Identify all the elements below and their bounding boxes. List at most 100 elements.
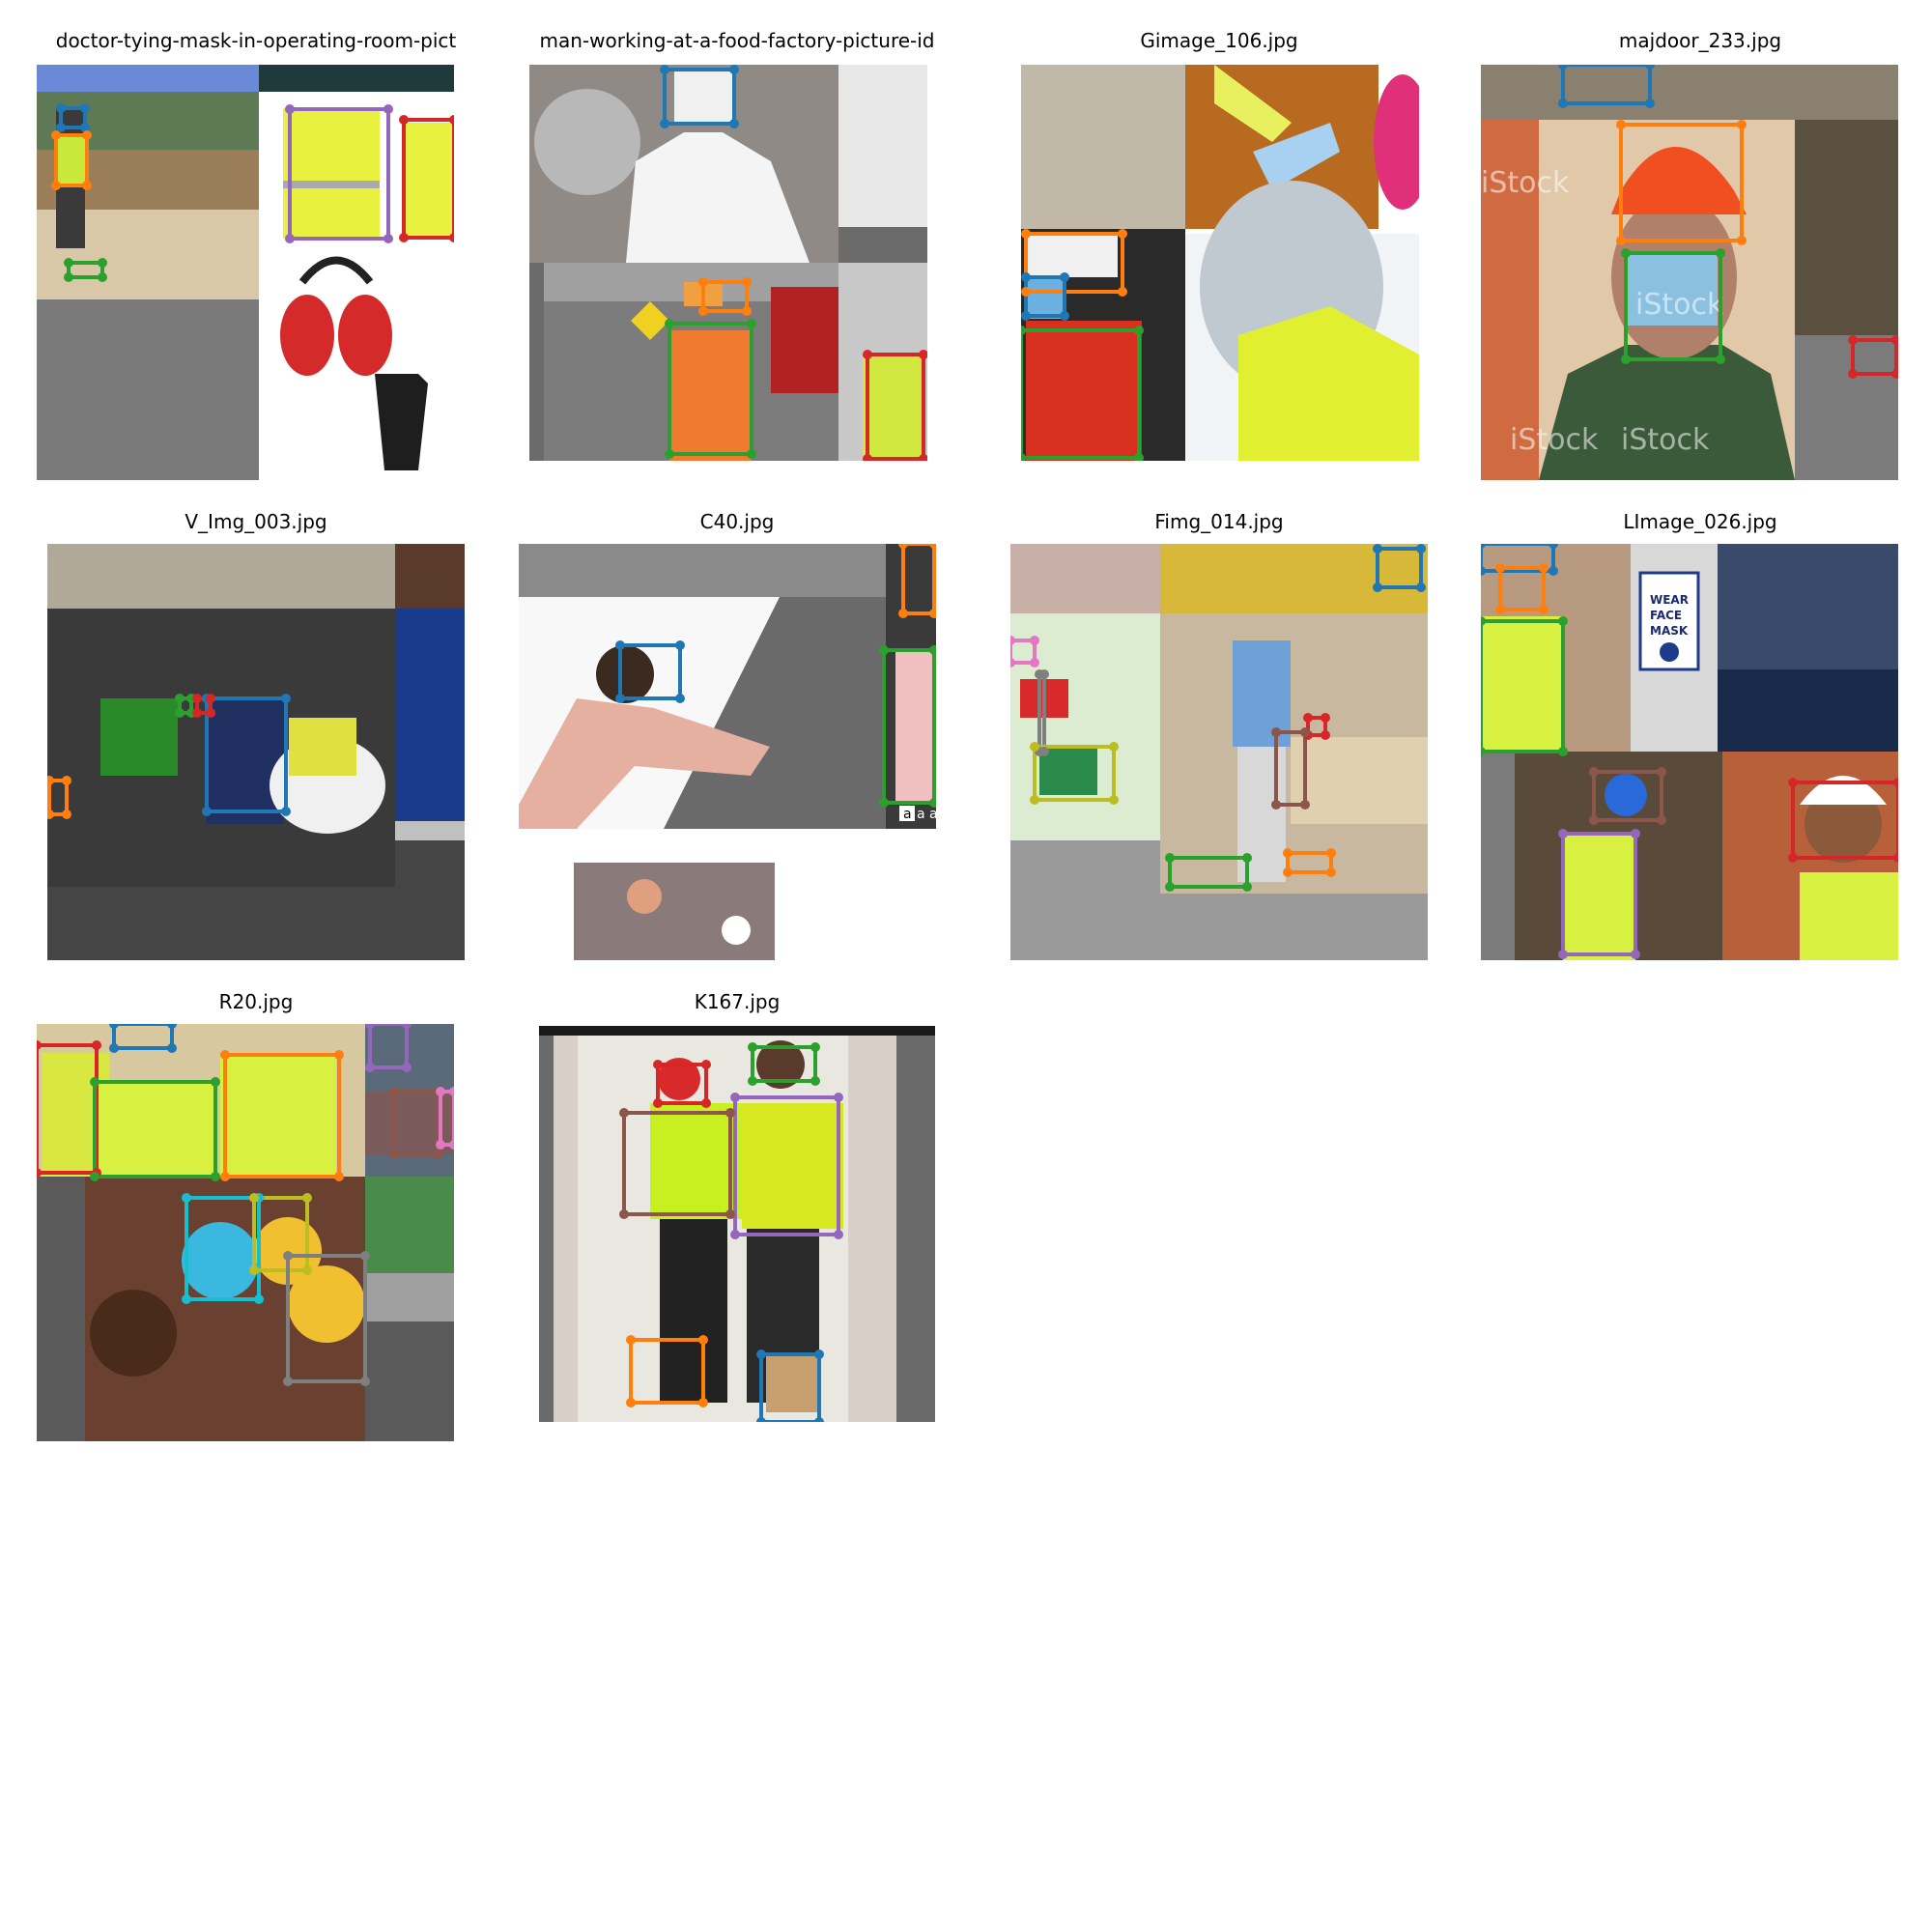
bbox-7-1 (1376, 547, 1423, 589)
bbox-corner-dot (665, 319, 674, 328)
panel-2-canvas (529, 65, 927, 461)
panel-image-5 (47, 544, 465, 960)
bbox-corner-dot (1030, 636, 1039, 645)
bbox-corner-dot (1891, 369, 1898, 379)
bbox-corner-dot (192, 694, 202, 703)
bbox-corner-dot (1021, 453, 1026, 461)
panel-title-1: doctor-tying-mask-in-operating-room-pict (55, 29, 457, 52)
bbox-corner-dot (814, 1417, 824, 1422)
bbox-group-7 (1010, 544, 1426, 892)
bbox-corner-dot (660, 65, 669, 74)
bbox-corner-dot (701, 1060, 711, 1069)
panel-image-6: a a al (519, 544, 936, 960)
bbox-10-4 (733, 1095, 840, 1236)
watermark-text: a al (917, 807, 936, 822)
bbox-8-5 (1561, 832, 1637, 956)
panel-5-canvas (47, 544, 465, 960)
bbox-corner-dot (1165, 853, 1175, 863)
bbox-corner-dot (1303, 713, 1313, 723)
panel-image-1 (37, 65, 454, 480)
bbox-6-1 (618, 643, 682, 700)
bbox-corner-dot (1539, 605, 1548, 614)
bbox-corner-dot (1631, 829, 1640, 838)
bbox-corner-dot (449, 1087, 454, 1096)
bbox-corner-dot (182, 1294, 191, 1304)
bbox-corner-dot (283, 1251, 293, 1261)
bbox-10-2 (751, 1045, 817, 1083)
bbox-corner-dot (698, 1335, 708, 1345)
bbox-corner-dot (742, 277, 752, 287)
bbox-corner-dot (47, 776, 54, 785)
bbox-corner-dot (64, 272, 73, 282)
bbox-corner-dot (742, 306, 752, 316)
bbox-corner-dot (698, 306, 708, 316)
bbox-corner-dot (1716, 248, 1725, 258)
bbox-10-5 (629, 1338, 705, 1405)
bbox-group-6 (615, 544, 936, 808)
panel-title-7: Fimg_014.jpg (1154, 510, 1284, 533)
bbox-corner-dot (665, 449, 674, 459)
bbox-corner-dot (919, 350, 927, 359)
watermark-text-1: iStock (1481, 166, 1570, 200)
bbox-corner-dot (365, 1024, 375, 1029)
bbox-corner-dot (1657, 767, 1666, 777)
bbox-9-9 (252, 1196, 309, 1272)
panel-3-canvas (1021, 65, 1419, 461)
bbox-corner-dot (360, 1251, 370, 1261)
bbox-corner-dot (249, 1193, 259, 1203)
bbox-corner-dot (175, 694, 185, 703)
bbox-corner-dot (1481, 616, 1486, 626)
bbox-corner-dot (1060, 311, 1069, 321)
panel-image-3 (1021, 65, 1419, 461)
bbox-corner-dot (1283, 848, 1293, 858)
bbox-corner-dot (436, 1140, 445, 1150)
bbox-corner-dot (834, 1093, 843, 1102)
panel-title-6: C40.jpg (699, 510, 775, 533)
bbox-8-3 (1481, 619, 1565, 753)
panel-image-9 (37, 1024, 454, 1441)
bbox-corner-dot (211, 1172, 220, 1181)
bbox-corner-dot (62, 810, 71, 819)
bbox-corner-dot (1321, 730, 1330, 740)
bbox-corner-dot (660, 119, 669, 128)
bbox-corner-dot (1373, 544, 1382, 554)
bbox-5-1 (205, 696, 288, 813)
panel-title-2: man-working-at-a-food-factory-picture-id (539, 29, 935, 52)
bbox-2-1 (663, 68, 736, 126)
bbox-corner-dot (37, 1168, 42, 1178)
bbox-corner-dot (167, 1024, 177, 1029)
bbox-1-1 (59, 106, 87, 129)
bbox-corner-dot (1416, 544, 1426, 554)
bbox-9-7 (439, 1090, 454, 1147)
bbox-group-2 (660, 65, 927, 461)
bbox-group-1 (51, 103, 454, 282)
bbox-group-10 (619, 1042, 843, 1422)
watermark-text-2: iStock (1635, 288, 1724, 322)
bbox-corner-dot (1481, 747, 1486, 756)
bbox-9-1 (112, 1024, 174, 1050)
bbox-2-2 (701, 280, 749, 313)
bbox-corner-dot (109, 1043, 119, 1053)
bbox-corner-dot (56, 123, 66, 132)
bbox-corner-dot (1481, 566, 1486, 576)
bbox-corner-dot (747, 319, 756, 328)
bbox-corner-dot (1539, 563, 1548, 573)
bbox-corner-dot (1271, 800, 1281, 810)
bbox-corner-dot (98, 258, 107, 268)
bbox-9-5 (368, 1024, 409, 1069)
bbox-corner-dot (1010, 658, 1015, 668)
bbox-7-8 (1286, 851, 1333, 874)
bbox-corner-dot (730, 1093, 740, 1102)
bbox-corner-dot (175, 708, 185, 718)
bbox-corner-dot (756, 1417, 766, 1422)
bbox-corner-dot (384, 234, 393, 243)
bbox-corner-dot (814, 1350, 824, 1359)
bbox-corner-dot (1645, 99, 1655, 108)
bbox-corner-dot (1118, 287, 1127, 297)
bbox-8-6 (1791, 781, 1898, 860)
bbox-corner-dot (725, 1209, 735, 1219)
bbox-corner-dot (1891, 335, 1898, 345)
bbox-corner-dot (192, 708, 202, 718)
bbox-2-4 (866, 353, 925, 461)
bbox-corner-dot (90, 1172, 99, 1181)
